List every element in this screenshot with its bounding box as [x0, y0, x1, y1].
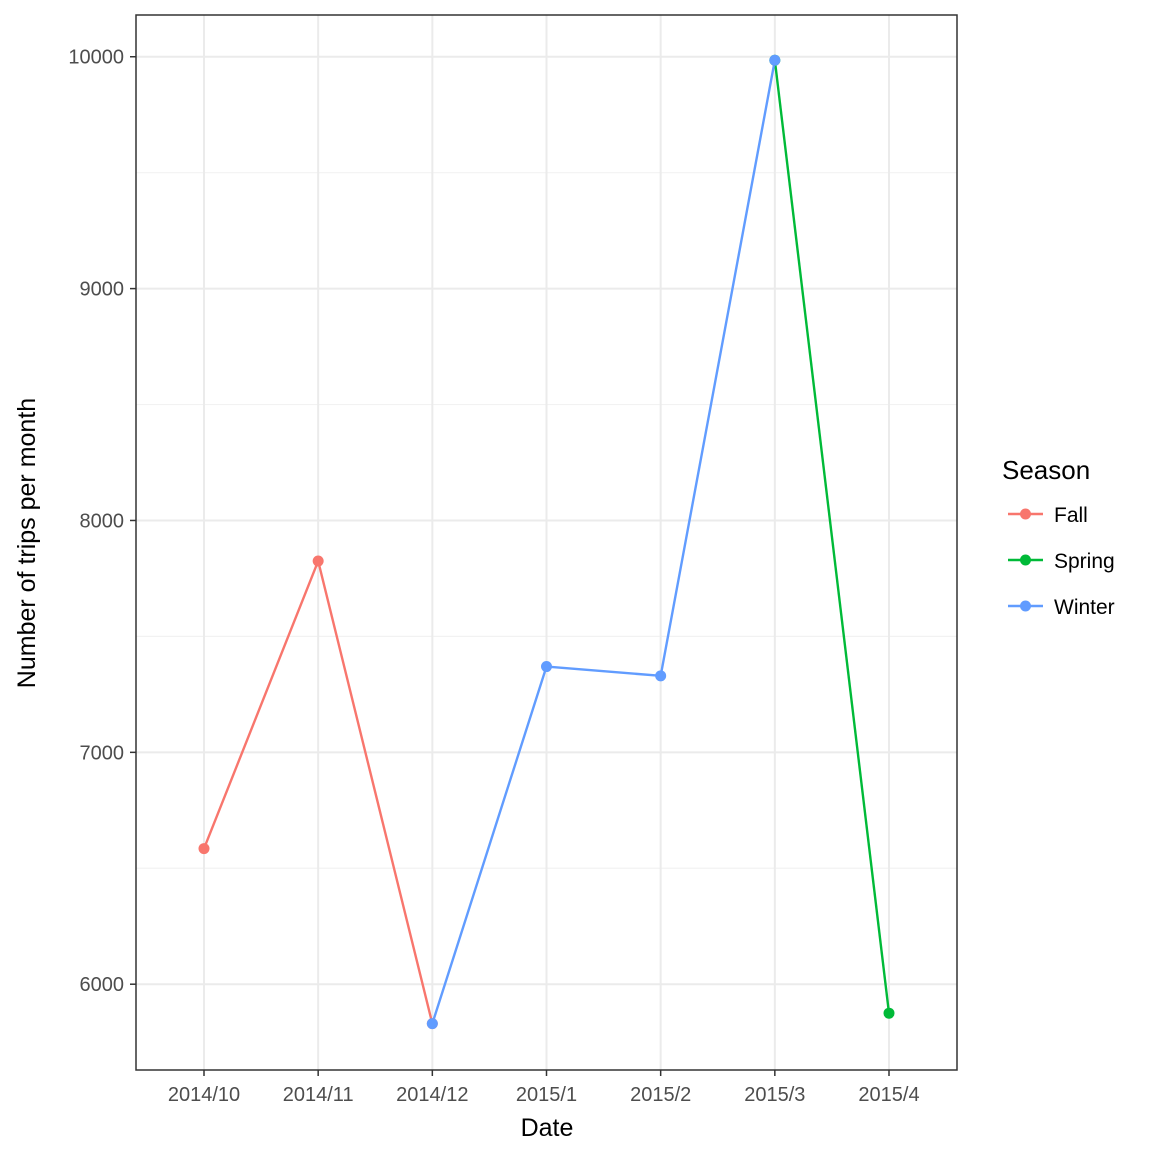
data-point-winter: [655, 670, 667, 682]
legend-item-winter: Winter: [1008, 596, 1115, 619]
y-axis-title: Number of trips per month: [13, 398, 41, 688]
legend: Season Fall Spring Winter: [1002, 455, 1115, 619]
data-point-spring: [883, 1007, 895, 1019]
data-point-winter: [769, 54, 781, 66]
y-axis: 6000 7000 8000 9000 10000: [68, 47, 136, 996]
x-tick-label: 2014/11: [283, 1084, 354, 1106]
x-axis-title: Date: [521, 1114, 574, 1142]
x-tick-label: 2014/12: [396, 1084, 468, 1106]
series-line-winter: [431, 59, 777, 1024]
data-point-fall: [312, 555, 324, 567]
x-tick-label: 2014/10: [168, 1084, 240, 1106]
legend-item-spring: Spring: [1008, 550, 1115, 573]
y-tick-label: 6000: [80, 974, 125, 996]
series-line-spring: [773, 60, 891, 1014]
y-tick-label: 8000: [80, 510, 125, 532]
legend-key-point: [1020, 554, 1031, 566]
x-tick-label: 2015/1: [516, 1084, 577, 1106]
y-tick-label: 10000: [68, 47, 124, 69]
legend-items: Fall Spring Winter: [1008, 504, 1115, 619]
data-point-fall: [198, 843, 210, 855]
legend-title: Season: [1002, 455, 1090, 485]
legend-label: Spring: [1054, 550, 1115, 573]
legend-key-point: [1020, 600, 1031, 612]
major-gridlines: [136, 15, 957, 1070]
x-axis: 2014/10 2014/11 2014/12 2015/1 2015/2 2015/3 2…: [168, 1070, 920, 1106]
legend-item-fall: Fall: [1008, 504, 1088, 527]
data-point-winter: [541, 661, 552, 673]
plot-panel: [135, 14, 958, 1071]
x-tick-label: 2015/3: [744, 1084, 805, 1106]
y-tick-label: 9000: [80, 279, 125, 301]
data-point-winter: [426, 1018, 438, 1030]
legend-label: Winter: [1054, 596, 1115, 619]
series-points: [198, 54, 895, 1030]
x-tick-label: 2015/4: [858, 1084, 919, 1106]
legend-key-point: [1020, 508, 1031, 520]
y-tick-label: 7000: [80, 742, 125, 764]
x-tick-label: 2015/2: [630, 1084, 691, 1106]
legend-label: Fall: [1054, 504, 1088, 527]
